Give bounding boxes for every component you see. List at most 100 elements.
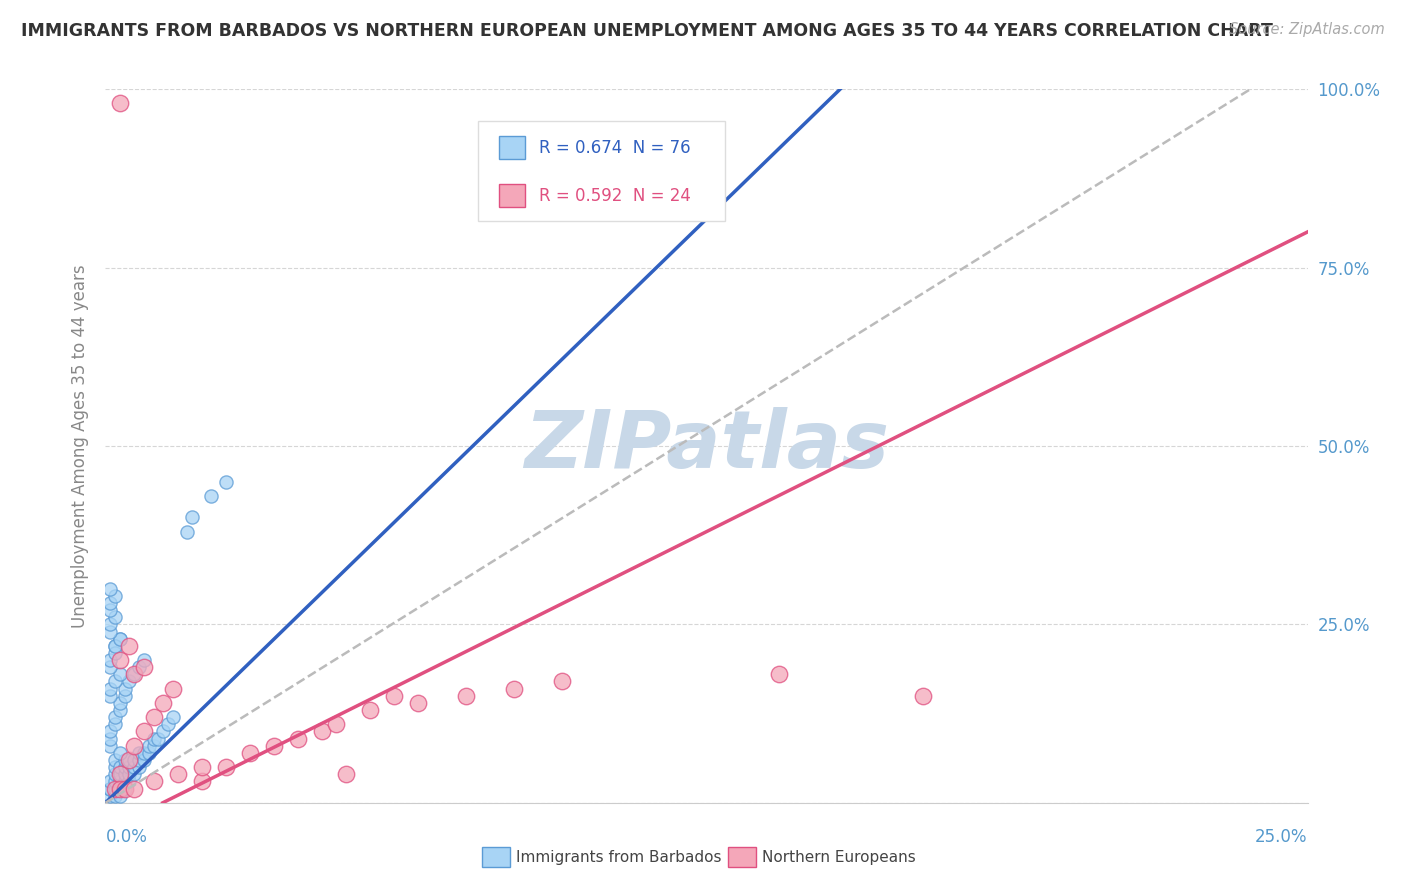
Point [124, 739, 146, 753]
Point [239, 746, 262, 760]
Point [98, 596, 121, 610]
Point [108, 667, 131, 681]
Point [98, 731, 121, 746]
Point [108, 760, 131, 774]
Point [156, 717, 179, 731]
Point [104, 789, 127, 803]
Point [152, 696, 174, 710]
Point [104, 639, 127, 653]
Point [128, 760, 150, 774]
Point [108, 746, 131, 760]
Point [98, 681, 121, 696]
Point [124, 760, 146, 774]
Point [98, 660, 121, 674]
Point [311, 724, 333, 739]
Point [406, 696, 429, 710]
Point [124, 767, 146, 781]
FancyBboxPatch shape [499, 184, 524, 207]
Point [768, 667, 790, 681]
Point [108, 703, 131, 717]
Point [124, 667, 146, 681]
Point [104, 610, 127, 624]
Point [551, 674, 574, 689]
Point [108, 774, 131, 789]
Point [114, 774, 136, 789]
Point [104, 717, 127, 731]
Point [190, 774, 212, 789]
Point [118, 674, 141, 689]
Text: Source: ZipAtlas.com: Source: ZipAtlas.com [1229, 22, 1385, 37]
Point [142, 739, 165, 753]
Point [132, 653, 155, 667]
FancyBboxPatch shape [478, 121, 724, 221]
Point [263, 739, 285, 753]
Point [325, 717, 347, 731]
Point [214, 475, 236, 489]
Point [98, 789, 121, 803]
Point [132, 724, 155, 739]
Point [138, 739, 160, 753]
Point [124, 781, 146, 796]
Point [104, 639, 127, 653]
Point [128, 660, 150, 674]
Point [114, 681, 136, 696]
Point [118, 767, 141, 781]
Point [104, 589, 127, 603]
Point [98, 617, 121, 632]
Point [104, 753, 127, 767]
Point [108, 653, 131, 667]
Text: R = 0.674  N = 76: R = 0.674 N = 76 [540, 139, 690, 157]
Point [911, 689, 934, 703]
Y-axis label: Unemployment Among Ages 35 to 44 years: Unemployment Among Ages 35 to 44 years [70, 264, 89, 628]
Point [98, 689, 121, 703]
Point [152, 724, 174, 739]
FancyBboxPatch shape [499, 136, 524, 159]
Point [108, 632, 131, 646]
Point [132, 746, 155, 760]
Point [118, 760, 141, 774]
Point [108, 696, 131, 710]
Point [132, 660, 155, 674]
Point [200, 489, 222, 503]
Point [132, 753, 155, 767]
Point [98, 582, 121, 596]
Text: R = 0.592  N = 24: R = 0.592 N = 24 [540, 186, 692, 204]
Point [456, 689, 478, 703]
Text: Northern Europeans: Northern Europeans [762, 850, 915, 864]
Point [128, 753, 150, 767]
Point [98, 603, 121, 617]
Point [108, 632, 131, 646]
Text: IMMIGRANTS FROM BARBADOS VS NORTHERN EUROPEAN UNEMPLOYMENT AMONG AGES 35 TO 44 Y: IMMIGRANTS FROM BARBADOS VS NORTHERN EUR… [21, 22, 1272, 40]
Point [142, 774, 165, 789]
Point [104, 646, 127, 660]
Point [108, 96, 131, 111]
Point [162, 710, 184, 724]
Point [124, 753, 146, 767]
Point [118, 774, 141, 789]
Text: Immigrants from Barbados: Immigrants from Barbados [516, 850, 721, 864]
Point [98, 724, 121, 739]
Point [104, 674, 127, 689]
Point [359, 703, 381, 717]
Point [114, 689, 136, 703]
Point [104, 774, 127, 789]
Point [287, 731, 309, 746]
Point [142, 710, 165, 724]
Point [98, 774, 121, 789]
Point [98, 781, 121, 796]
Point [148, 731, 170, 746]
Point [382, 689, 405, 703]
Point [104, 781, 127, 796]
Point [138, 746, 160, 760]
Text: 0.0%: 0.0% [105, 828, 148, 846]
Point [114, 767, 136, 781]
Text: 25.0%: 25.0% [1256, 828, 1308, 846]
Point [104, 710, 127, 724]
Point [108, 767, 131, 781]
Point [176, 524, 198, 539]
Point [162, 681, 184, 696]
Point [114, 781, 136, 796]
Point [104, 760, 127, 774]
Point [166, 767, 188, 781]
Point [118, 639, 141, 653]
